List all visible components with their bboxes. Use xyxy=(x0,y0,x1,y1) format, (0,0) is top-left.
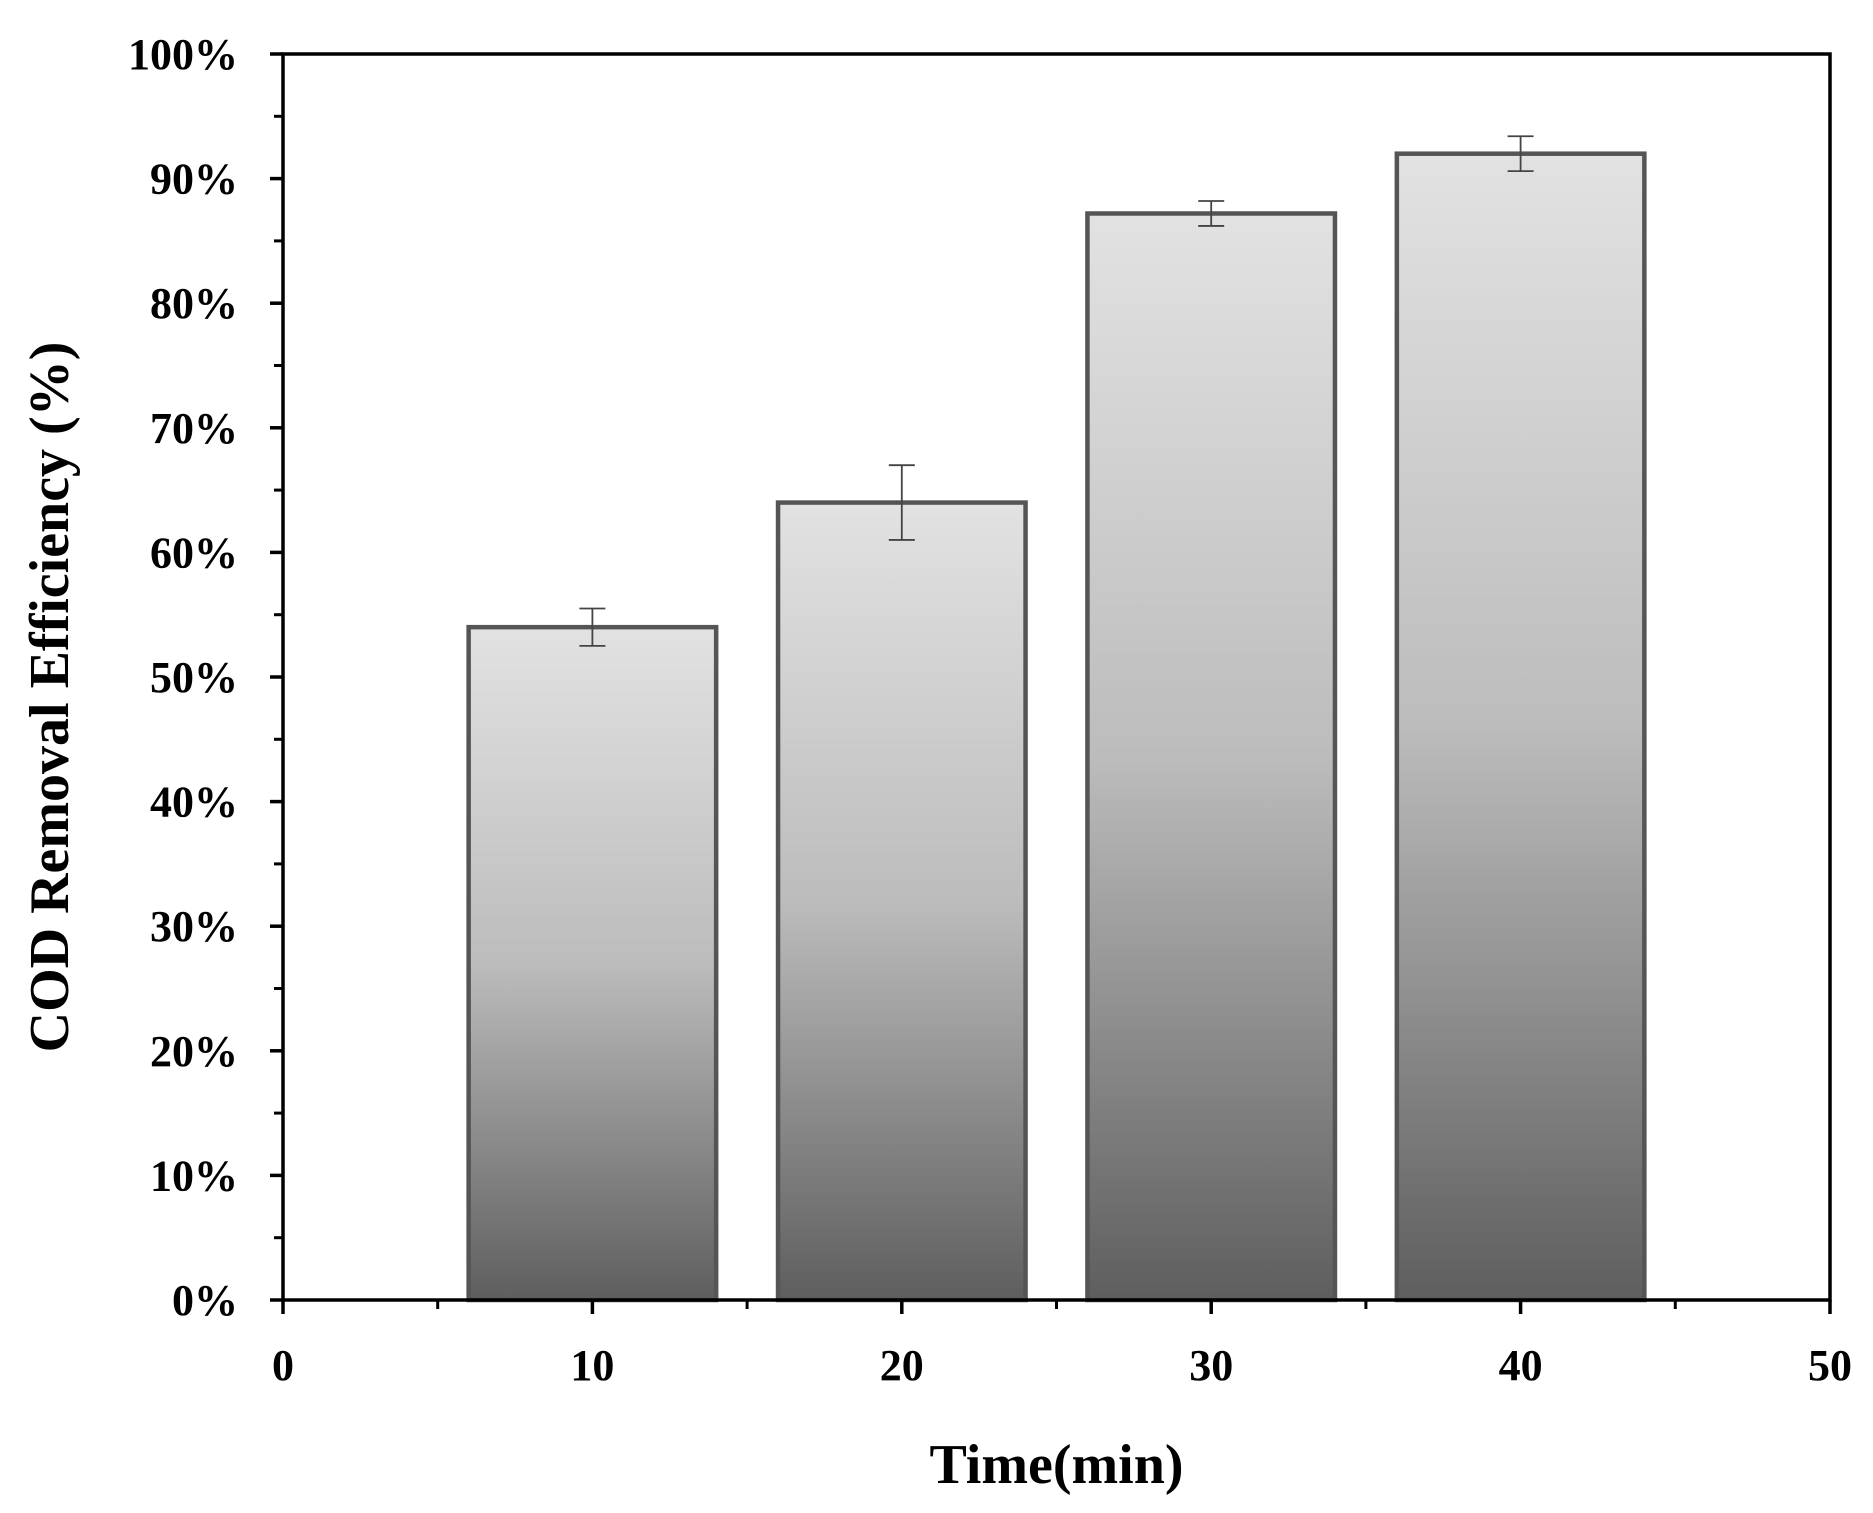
y-tick-label: 90% xyxy=(150,155,238,204)
y-axis-title: COD Removal Efficiency (%) xyxy=(19,342,81,1053)
bar xyxy=(466,624,719,1303)
bar xyxy=(1394,151,1647,1303)
bar xyxy=(775,500,1028,1303)
bar xyxy=(1085,211,1338,1303)
y-tick-label: 0% xyxy=(172,1276,238,1325)
y-tick-label: 30% xyxy=(150,902,238,951)
x-tick-label: 20 xyxy=(880,1341,924,1390)
x-tick-label: 50 xyxy=(1808,1341,1852,1390)
y-tick-label: 80% xyxy=(150,279,238,328)
y-tick-label: 60% xyxy=(150,528,238,577)
y-tick-label: 40% xyxy=(150,778,238,827)
y-tick-label: 70% xyxy=(150,404,238,453)
y-tick-label: 50% xyxy=(150,653,238,702)
x-tick-label: 40 xyxy=(1499,1341,1543,1390)
error-bars xyxy=(579,135,1534,647)
x-tick-label: 10 xyxy=(570,1341,614,1390)
y-tick-label: 20% xyxy=(150,1027,238,1076)
x-tick-label: 0 xyxy=(272,1341,294,1390)
x-tick-label: 30 xyxy=(1189,1341,1233,1390)
axis-ticks xyxy=(270,52,1832,1314)
y-tick-label: 10% xyxy=(150,1151,238,1200)
bars xyxy=(466,151,1647,1303)
x-axis-title: Time(min) xyxy=(929,1434,1183,1496)
y-tick-label: 100% xyxy=(128,30,238,79)
tick-labels: 0% 10% 20% 30% 40% 50% 60% 70% 80% 90% 100% 0 10 20 30… xyxy=(128,30,1852,1390)
